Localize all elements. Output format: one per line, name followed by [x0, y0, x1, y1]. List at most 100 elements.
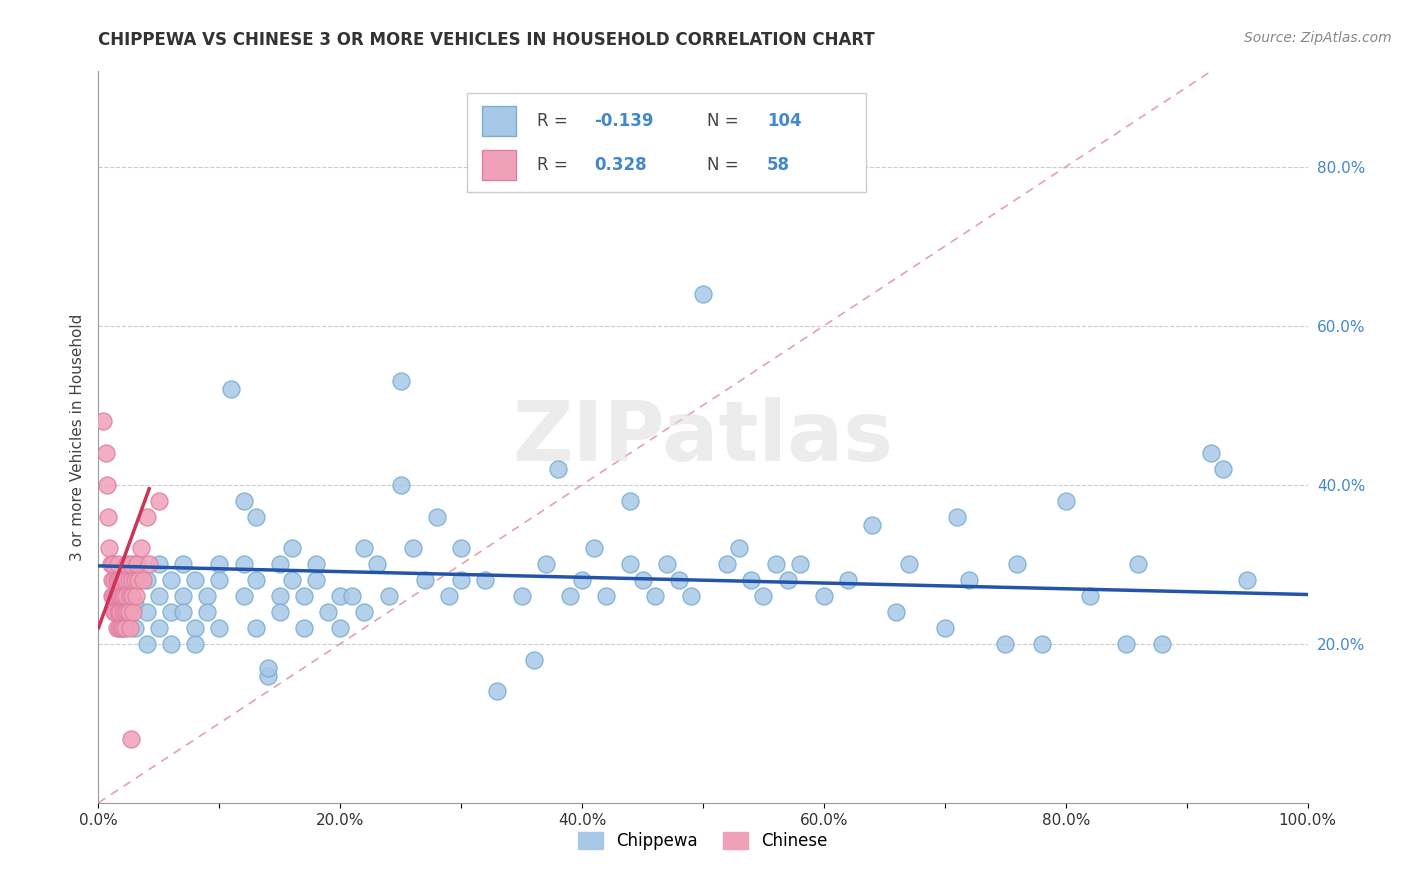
Point	[101, 589, 124, 603]
Point	[104, 589, 127, 603]
Point	[221, 383, 243, 397]
Text: ZIPatlas: ZIPatlas	[513, 397, 893, 477]
Point	[837, 573, 859, 587]
Point	[132, 573, 155, 587]
Point	[534, 558, 557, 572]
Point	[946, 509, 969, 524]
Point	[957, 573, 980, 587]
Point	[245, 573, 267, 587]
Point	[269, 605, 291, 619]
Text: 0.328: 0.328	[595, 156, 647, 174]
Point	[934, 621, 956, 635]
Point	[111, 605, 134, 619]
Point	[148, 558, 170, 572]
Point	[112, 573, 135, 587]
Point	[1007, 558, 1029, 572]
Point	[450, 573, 472, 587]
Point	[655, 558, 678, 572]
Point	[740, 573, 762, 587]
Point	[1236, 573, 1258, 587]
Point	[679, 589, 702, 603]
Point	[103, 605, 125, 619]
Point	[716, 558, 738, 572]
Text: 58: 58	[768, 156, 790, 174]
Point	[631, 573, 654, 587]
Text: 104: 104	[768, 112, 801, 130]
Point	[595, 589, 617, 603]
Point	[305, 558, 328, 572]
Point	[114, 605, 136, 619]
Point	[172, 605, 194, 619]
Point	[389, 477, 412, 491]
Point	[138, 558, 160, 572]
Point	[172, 558, 194, 572]
Point	[107, 573, 129, 587]
Point	[1031, 637, 1053, 651]
Point	[316, 605, 339, 619]
Point	[232, 493, 254, 508]
Point	[124, 597, 146, 611]
Point	[886, 605, 908, 619]
Point	[111, 573, 134, 587]
Point	[1054, 493, 1077, 508]
Point	[776, 573, 799, 587]
Point	[129, 541, 152, 556]
Point	[329, 621, 352, 635]
Point	[897, 558, 920, 572]
Point	[281, 541, 304, 556]
Point	[120, 558, 142, 572]
Point	[619, 493, 641, 508]
Point	[114, 621, 136, 635]
Point	[101, 558, 124, 572]
Point	[305, 573, 328, 587]
Text: R =: R =	[537, 112, 574, 130]
Point	[135, 573, 157, 587]
Point	[765, 558, 787, 572]
Point	[571, 573, 593, 587]
Point	[269, 589, 291, 603]
Text: -0.139: -0.139	[595, 112, 654, 130]
Point	[232, 558, 254, 572]
Point	[172, 589, 194, 603]
Point	[110, 589, 132, 603]
Point	[108, 605, 131, 619]
Point	[160, 573, 183, 587]
Point	[728, 541, 751, 556]
FancyBboxPatch shape	[467, 94, 866, 192]
Point	[91, 414, 114, 428]
Point	[111, 589, 134, 603]
Point	[256, 660, 278, 674]
Point	[148, 493, 170, 508]
Point	[292, 621, 315, 635]
Point	[122, 605, 145, 619]
Point	[118, 589, 141, 603]
Point	[245, 621, 267, 635]
Text: R =: R =	[537, 156, 574, 174]
Legend: Chippewa, Chinese: Chippewa, Chinese	[571, 825, 835, 856]
Point	[110, 621, 132, 635]
Text: CHIPPEWA VS CHINESE 3 OR MORE VEHICLES IN HOUSEHOLD CORRELATION CHART: CHIPPEWA VS CHINESE 3 OR MORE VEHICLES I…	[98, 31, 875, 49]
Text: Source: ZipAtlas.com: Source: ZipAtlas.com	[1244, 31, 1392, 45]
Point	[994, 637, 1017, 651]
Point	[437, 589, 460, 603]
Point	[108, 605, 131, 619]
Point	[117, 605, 139, 619]
Point	[135, 605, 157, 619]
Point	[115, 573, 138, 587]
Point	[474, 573, 496, 587]
Point	[108, 573, 131, 587]
Point	[1152, 637, 1174, 651]
Point	[124, 558, 146, 572]
Point	[269, 558, 291, 572]
Point	[124, 621, 146, 635]
Point	[377, 589, 399, 603]
Point	[1128, 558, 1150, 572]
Point	[105, 573, 128, 587]
Point	[281, 573, 304, 587]
Point	[117, 558, 139, 572]
Point	[208, 573, 231, 587]
Point	[118, 605, 141, 619]
Point	[486, 684, 509, 698]
Point	[97, 509, 120, 524]
Point	[1115, 637, 1137, 651]
